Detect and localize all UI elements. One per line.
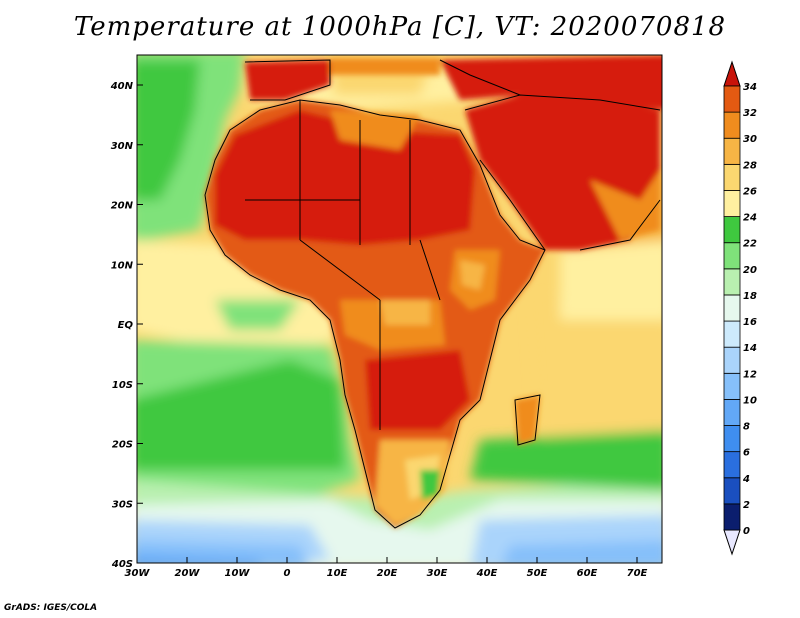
lat-tick-label: 20S [112, 440, 133, 451]
lat-tick-label: 30S [112, 499, 133, 510]
colorbar-segment [723, 242, 741, 270]
lon-tick-label: 20W [175, 568, 201, 579]
colorbar-under-arrow [723, 529, 741, 556]
temperature-field [137, 55, 662, 563]
coastlines [204, 59, 661, 529]
lat-tick-label: 20N [111, 201, 134, 212]
credit-text: GrADS: IGES/COLA [4, 603, 98, 613]
lon-tick-label: 10W [225, 568, 251, 579]
colorbar-level-label: 14 [743, 343, 757, 354]
colorbar-level-label: 16 [743, 317, 757, 328]
colorbar-level-label: 10 [743, 395, 757, 406]
colorbar-segment [723, 268, 741, 296]
colorbar-level-label: 22 [743, 239, 757, 250]
colorbar-segment [723, 137, 741, 165]
colorbar-segment [723, 503, 741, 531]
colorbar-level-label: 4 [742, 474, 750, 485]
colorbar-segment [723, 216, 741, 244]
lon-tick-label: 40E [476, 568, 498, 579]
lon-tick-label: 70E [627, 568, 648, 579]
colorbar-level-label: 18 [743, 291, 757, 302]
colorbar-level-label: 24 [743, 213, 757, 224]
lon-tick-label: 60E [577, 568, 598, 579]
colorbar-over-arrow [723, 60, 741, 87]
colorbar-segment [723, 425, 741, 453]
colorbar-segment [723, 320, 741, 348]
map-title: Temperature at 1000hPa [C], VT: 20200708… [73, 12, 727, 42]
colorbar-segment [723, 451, 741, 479]
colorbar-segment [723, 111, 741, 139]
latitude-axis: 40N 30N 20N 10N EQ 10S 20S 30S 40S [110, 81, 143, 570]
lat-tick-label: EQ [118, 320, 134, 331]
colorbar-segment [723, 163, 741, 191]
lat-tick-label: 40S [111, 559, 133, 570]
lon-tick-label: 0 [284, 568, 291, 579]
colorbar-level-label: 8 [743, 422, 750, 433]
colorbar-level-label: 34 [743, 82, 757, 93]
plot-frame [136, 54, 663, 564]
colorbar-segment [723, 85, 741, 113]
colorbar-level-label: 26 [743, 186, 757, 197]
colorbar-level-label: 6 [743, 448, 750, 459]
colorbar-segment [723, 190, 741, 217]
colorbar-segment [723, 477, 741, 505]
colorbar-segment [723, 372, 741, 400]
colorbar-level-label: 30 [743, 134, 757, 145]
colorbar-segment [723, 399, 741, 426]
colorbar-level-label: 0 [743, 526, 750, 537]
lon-tick-label: 20E [377, 568, 398, 579]
colorbar-segment [723, 346, 741, 374]
colorbar-segment [723, 294, 741, 322]
colorbar-level-label: 12 [743, 369, 757, 380]
colorbar-level-label: 2 [743, 500, 750, 511]
lat-tick-label: 10N [111, 260, 134, 271]
colorbar-level-label: 20 [743, 265, 757, 276]
lat-tick-label: 30N [111, 141, 134, 152]
lon-tick-label: 10E [327, 568, 348, 579]
colorbar-level-label: 32 [743, 108, 757, 119]
lat-tick-label: 40N [110, 81, 134, 92]
lon-tick-label: 30W [125, 568, 151, 579]
lon-tick-label: 50E [527, 568, 548, 579]
lat-tick-label: 10S [112, 380, 133, 391]
longitude-axis: 30W 20W 10W 0 10E 20E 30E 40E 50E 60E 70E [125, 557, 648, 579]
lon-tick-label: 30E [427, 568, 448, 579]
colorbar-level-label: 28 [743, 160, 757, 171]
